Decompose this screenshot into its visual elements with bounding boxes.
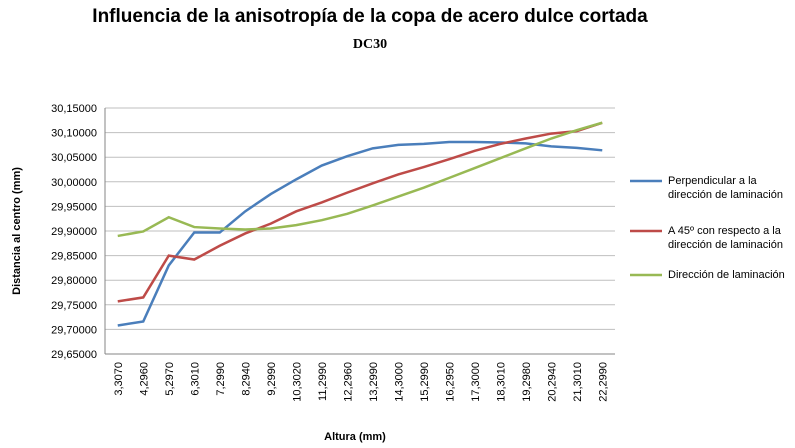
x-tick-label: 6,3010: [189, 362, 201, 396]
chart-subtitle: DC30: [353, 37, 387, 52]
y-tick-label: 29,65000: [51, 349, 97, 361]
y-tick-label: 30,00000: [51, 177, 97, 189]
x-tick-label: 15,2990: [419, 362, 431, 402]
y-tick-label: 29,90000: [51, 226, 97, 238]
y-tick-label: 30,05000: [51, 152, 97, 164]
y-tick-label: 30,10000: [51, 128, 97, 140]
x-tick-label: 3,3070: [113, 362, 125, 396]
x-tick-label: 22,2990: [597, 362, 609, 402]
x-tick-label: 12,2960: [342, 362, 354, 402]
y-tick-label: 29,95000: [51, 201, 97, 213]
x-tick-label: 7,2990: [215, 362, 227, 396]
series-line: [117, 121, 603, 238]
x-tick-label: 4,2960: [138, 362, 150, 396]
legend-label: Perpendicular a la dirección de laminaci…: [668, 175, 783, 201]
x-tick-label: 8,2940: [240, 362, 252, 396]
x-tick-label: 5,2970: [164, 362, 176, 396]
x-tick-label: 20,2940: [546, 362, 558, 402]
x-axis-title: Altura (mm): [324, 431, 386, 443]
x-tick-label: 17,3000: [470, 362, 482, 402]
y-axis-title: Distancia al centro (mm): [11, 167, 23, 295]
x-tick-label: 16,2950: [444, 362, 456, 402]
y-tick-label: 29,70000: [51, 324, 97, 336]
y-tick-label: 29,85000: [51, 251, 97, 263]
x-tick-label: 19,2980: [521, 362, 533, 402]
chart-title: Influencia de la anisotropía de la copa …: [92, 6, 648, 27]
series-line: [117, 121, 603, 303]
y-tick-label: 29,75000: [51, 300, 97, 312]
x-tick-label: 9,2990: [266, 362, 278, 396]
x-tick-label: 10,3020: [291, 362, 303, 402]
x-tick-label: 18,3010: [495, 362, 507, 402]
series-line: [117, 140, 603, 327]
x-tick-label: 14,3000: [393, 362, 405, 402]
x-tick-label: 11,2990: [317, 362, 329, 401]
x-tick-label: 13,2990: [368, 362, 380, 402]
y-tick-label: 29,80000: [51, 275, 97, 287]
x-tick-label: 21,3010: [572, 362, 584, 402]
legend-label: Dirección de laminación: [668, 269, 785, 281]
legend-label: A 45º con respecto a la dirección de lam…: [668, 225, 783, 251]
y-tick-label: 30,15000: [51, 103, 97, 115]
